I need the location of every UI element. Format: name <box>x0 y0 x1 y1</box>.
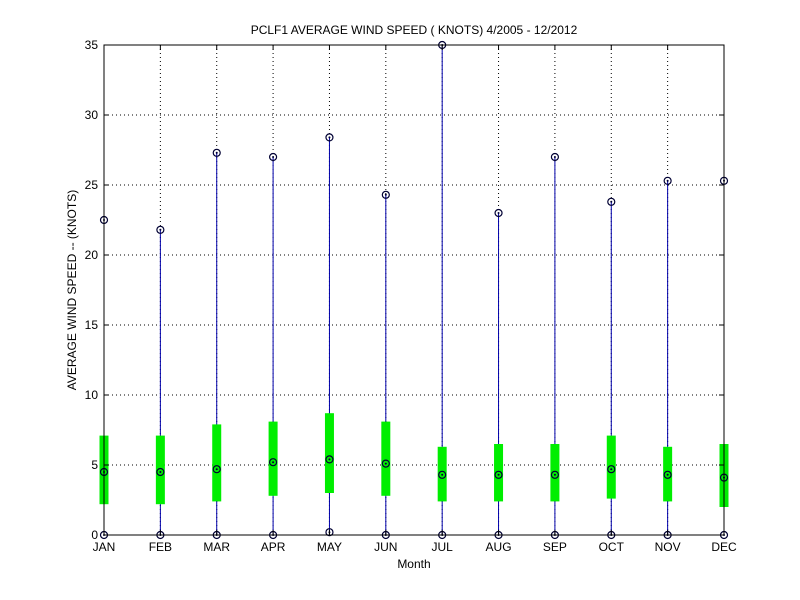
x-tick-label: MAR <box>203 540 230 554</box>
max-marker <box>550 152 560 162</box>
min-marker <box>325 528 334 537</box>
max-marker-dot <box>328 136 331 139</box>
iqr-box <box>155 435 165 505</box>
x-axis-label: Month <box>397 557 430 571</box>
median-marker <box>381 459 390 468</box>
max-marker-dot <box>497 212 500 214</box>
median-marker-dot <box>215 468 218 471</box>
x-tick-label: OCT <box>599 540 625 554</box>
x-tick-label: MAY <box>317 540 342 554</box>
max-marker <box>607 197 616 206</box>
y-tick-label: 0 <box>91 528 98 542</box>
median-marker-dot <box>272 461 275 464</box>
median-marker-dot <box>159 471 162 473</box>
y-tick-label: 10 <box>85 388 99 402</box>
x-tick-label: SEP <box>543 540 567 554</box>
median-marker-dot <box>384 462 387 465</box>
median-marker <box>663 470 672 479</box>
max-marker-dot <box>666 179 669 182</box>
median-marker <box>156 467 165 477</box>
x-tick-label: JUN <box>374 540 397 554</box>
axis-ticks: 0 5 10 15 20 25 30 35 JAN FEB MAR APR MAY JUN JUL AUG SE… <box>85 38 737 554</box>
iqr-box <box>550 444 560 502</box>
max-marker <box>212 148 221 157</box>
y-tick-label: 15 <box>85 318 99 332</box>
max-marker-dot <box>384 193 387 196</box>
max-marker <box>381 190 390 199</box>
median-marker <box>550 470 560 479</box>
max-marker <box>494 208 503 218</box>
max-marker <box>268 152 278 162</box>
x-tick-label: FEB <box>149 540 172 554</box>
median-marker <box>494 470 503 479</box>
x-tick-label: DEC <box>711 540 737 554</box>
y-tick-label: 35 <box>85 38 99 52</box>
x-tick-label: APR <box>261 540 286 554</box>
max-marker-dot <box>272 156 275 158</box>
median-marker-dot <box>553 473 556 476</box>
iqr-box <box>606 435 616 499</box>
iqr-box <box>381 421 391 496</box>
iqr-box <box>212 424 222 502</box>
max-marker <box>156 225 165 234</box>
y-tick-label: 20 <box>85 248 99 262</box>
y-tick-label: 5 <box>91 458 98 472</box>
x-tick-label: NOV <box>655 540 681 554</box>
median-marker-dot <box>497 473 500 476</box>
max-marker-dot <box>215 151 218 154</box>
x-tick-label: JUL <box>432 540 454 554</box>
iqr-box <box>324 413 334 493</box>
x-tick-label: AUG <box>486 540 512 554</box>
median-marker-dot <box>666 473 669 476</box>
median-marker <box>438 470 447 479</box>
median-marker <box>268 458 278 467</box>
max-marker <box>663 176 672 185</box>
median-marker <box>212 465 221 474</box>
x-tick-label: JAN <box>93 540 116 554</box>
median-marker-dot <box>328 458 331 461</box>
y-tick-label: 25 <box>85 178 99 192</box>
max-marker-dot <box>553 156 556 158</box>
max-marker-dot <box>159 228 162 231</box>
iqr-box <box>494 444 504 502</box>
chart-title: PCLF1 AVERAGE WIND SPEED ( KNOTS) 4/2005… <box>251 23 578 37</box>
max-marker <box>325 133 334 142</box>
max-marker-dot <box>610 200 613 203</box>
median-marker <box>325 455 334 464</box>
median-marker-dot <box>441 473 444 476</box>
median-marker-dot <box>610 468 613 471</box>
plot-frame <box>103 44 725 536</box>
y-tick-label: 30 <box>85 108 99 122</box>
y-axis-label: AVERAGE WIND SPEED -- (KNOTS) <box>65 190 79 390</box>
median-marker <box>607 465 616 474</box>
